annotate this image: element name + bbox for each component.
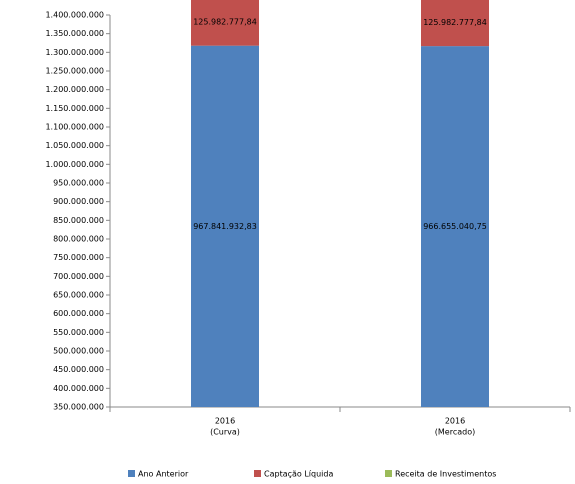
y-tick-label: 500.000.000 bbox=[53, 347, 104, 356]
y-tick-label: 600.000.000 bbox=[53, 309, 104, 318]
data-label: 966.655.040,75 bbox=[423, 222, 487, 231]
bar-segment bbox=[191, 0, 259, 46]
y-tick-label: 1.100.000.000 bbox=[45, 123, 104, 132]
y-tick-label: 1.000.000.000 bbox=[45, 160, 104, 169]
x-tick-label: (Curva) bbox=[210, 428, 240, 437]
y-tick-label: 1.150.000.000 bbox=[45, 104, 104, 113]
y-tick-label: 1.050.000.000 bbox=[45, 141, 104, 150]
y-tick-label: 1.400.000.000 bbox=[45, 11, 104, 20]
x-tick-label: 2016 bbox=[445, 417, 465, 426]
y-tick-label: 1.250.000.000 bbox=[45, 67, 104, 76]
legend-label: Ano Anterior bbox=[138, 470, 189, 479]
bar-segment bbox=[421, 0, 489, 47]
data-label: 967.841.932,83 bbox=[193, 222, 257, 231]
y-tick-label: 1.300.000.000 bbox=[45, 48, 104, 57]
y-tick-label: 900.000.000 bbox=[53, 197, 104, 206]
y-tick-label: 700.000.000 bbox=[53, 272, 104, 281]
y-tick-label: 1.350.000.000 bbox=[45, 29, 104, 38]
y-tick-label: 650.000.000 bbox=[53, 291, 104, 300]
y-tick-label: 750.000.000 bbox=[53, 253, 104, 262]
bar-segment bbox=[191, 45, 259, 408]
y-tick-label: 550.000.000 bbox=[53, 328, 104, 337]
y-tick-label: 850.000.000 bbox=[53, 216, 104, 225]
y-tick-label: 1.200.000.000 bbox=[45, 85, 104, 94]
data-label: 125.982.777,84 bbox=[193, 18, 257, 27]
legend-label: Captação Líquida bbox=[264, 470, 333, 479]
x-tick-label: 2016 bbox=[215, 417, 235, 426]
legend-swatch bbox=[128, 470, 135, 477]
y-tick-label: 950.000.000 bbox=[53, 179, 104, 188]
legend-label: Receita de Investimentos bbox=[395, 470, 496, 479]
x-tick-label: (Mercado) bbox=[435, 428, 475, 437]
legend-swatch bbox=[254, 470, 261, 477]
data-label: 125.982.777,84 bbox=[423, 18, 487, 27]
legend-swatch bbox=[385, 470, 392, 477]
y-tick-label: 350.000.000 bbox=[53, 403, 104, 412]
y-tick-label: 450.000.000 bbox=[53, 365, 104, 374]
y-tick-label: 400.000.000 bbox=[53, 384, 104, 393]
y-tick-label: 800.000.000 bbox=[53, 235, 104, 244]
bar-segment bbox=[421, 46, 489, 408]
